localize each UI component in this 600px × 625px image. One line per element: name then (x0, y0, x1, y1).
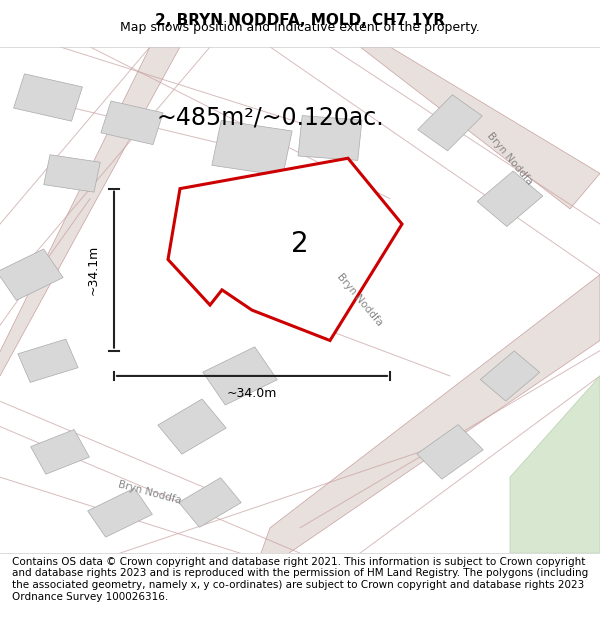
Polygon shape (418, 95, 482, 151)
Polygon shape (18, 339, 78, 382)
Text: Contains OS data © Crown copyright and database right 2021. This information is : Contains OS data © Crown copyright and d… (12, 557, 588, 601)
Polygon shape (101, 101, 163, 144)
Text: ~34.0m: ~34.0m (227, 387, 277, 400)
Polygon shape (88, 488, 152, 537)
Polygon shape (252, 275, 600, 579)
Polygon shape (31, 429, 89, 474)
Text: Bryn Noddfa: Bryn Noddfa (485, 130, 535, 186)
Text: 2, BRYN NODDFA, MOLD, CH7 1YR: 2, BRYN NODDFA, MOLD, CH7 1YR (155, 13, 445, 28)
Polygon shape (510, 376, 600, 553)
Polygon shape (168, 158, 402, 341)
Polygon shape (179, 478, 241, 528)
Polygon shape (298, 116, 362, 161)
Polygon shape (481, 351, 539, 401)
Text: ~34.1m: ~34.1m (86, 244, 100, 295)
Text: ~485m²/~0.120ac.: ~485m²/~0.120ac. (156, 106, 384, 130)
Polygon shape (0, 47, 180, 376)
Text: Bryn Noddfa: Bryn Noddfa (335, 272, 385, 328)
Polygon shape (477, 171, 543, 226)
Text: 2: 2 (291, 230, 309, 258)
Polygon shape (44, 155, 100, 192)
Polygon shape (0, 249, 63, 301)
Polygon shape (158, 399, 226, 454)
Polygon shape (212, 121, 292, 176)
Text: Bryn Noddfa: Bryn Noddfa (118, 479, 182, 506)
Polygon shape (14, 74, 82, 121)
Polygon shape (203, 347, 277, 405)
Text: Map shows position and indicative extent of the property.: Map shows position and indicative extent… (120, 21, 480, 34)
Polygon shape (360, 47, 600, 209)
Polygon shape (417, 424, 483, 479)
